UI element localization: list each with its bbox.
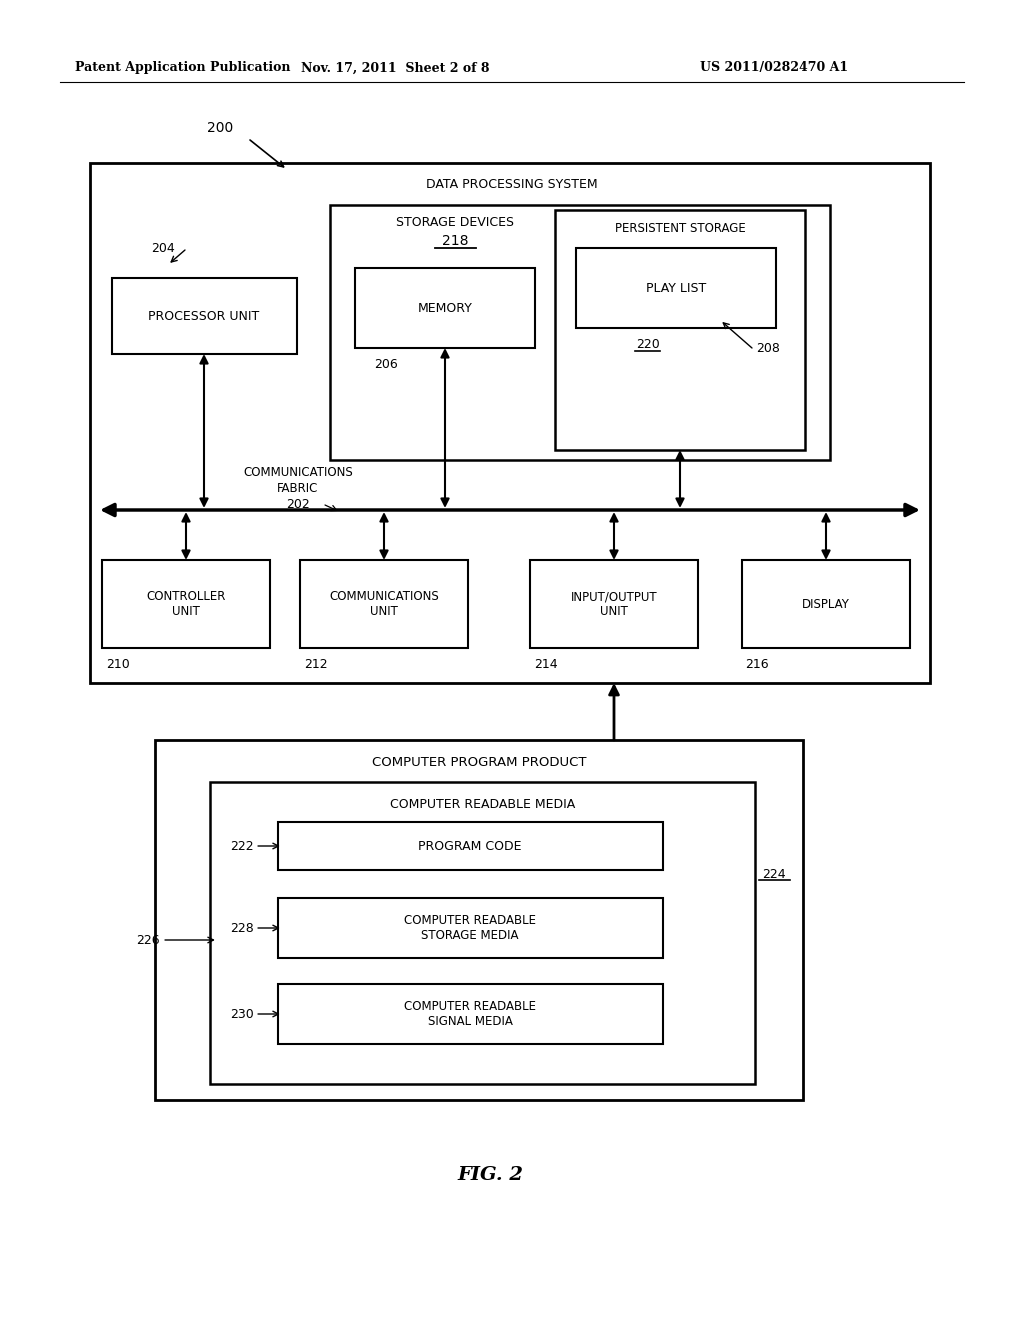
Text: COMPUTER READABLE
SIGNAL MEDIA: COMPUTER READABLE SIGNAL MEDIA <box>404 1001 536 1028</box>
Text: 230: 230 <box>230 1007 254 1020</box>
Text: PERSISTENT STORAGE: PERSISTENT STORAGE <box>614 222 745 235</box>
Text: 200: 200 <box>207 121 233 135</box>
Text: PROCESSOR UNIT: PROCESSOR UNIT <box>148 309 260 322</box>
Text: 222: 222 <box>230 840 254 853</box>
Text: STORAGE DEVICES: STORAGE DEVICES <box>396 216 514 230</box>
Text: COMMUNICATIONS: COMMUNICATIONS <box>243 466 353 479</box>
Bar <box>555 210 805 450</box>
Text: DISPLAY: DISPLAY <box>802 598 850 610</box>
Text: 204: 204 <box>152 242 175 255</box>
Bar <box>112 279 297 354</box>
Text: PROGRAM CODE: PROGRAM CODE <box>418 840 522 853</box>
Bar <box>300 560 468 648</box>
Bar <box>575 248 776 327</box>
Bar <box>155 741 803 1100</box>
Text: 214: 214 <box>535 659 558 672</box>
Text: COMPUTER READABLE
STORAGE MEDIA: COMPUTER READABLE STORAGE MEDIA <box>404 913 536 942</box>
Text: 220: 220 <box>636 338 659 351</box>
Text: DATA PROCESSING SYSTEM: DATA PROCESSING SYSTEM <box>426 178 598 191</box>
Text: 226: 226 <box>136 933 160 946</box>
Text: 202: 202 <box>286 498 310 511</box>
Text: 218: 218 <box>441 234 468 248</box>
Bar <box>90 162 930 682</box>
Text: COMPUTER PROGRAM PRODUCT: COMPUTER PROGRAM PRODUCT <box>372 755 587 768</box>
Text: US 2011/0282470 A1: US 2011/0282470 A1 <box>700 62 848 74</box>
Text: 216: 216 <box>745 659 769 672</box>
Text: COMPUTER READABLE MEDIA: COMPUTER READABLE MEDIA <box>390 797 575 810</box>
Text: Patent Application Publication: Patent Application Publication <box>75 62 291 74</box>
Text: MEMORY: MEMORY <box>418 301 472 314</box>
Text: 212: 212 <box>304 659 328 672</box>
Text: FIG. 2: FIG. 2 <box>457 1166 523 1184</box>
Text: 224: 224 <box>762 869 785 882</box>
Text: 210: 210 <box>106 659 130 672</box>
Bar <box>530 560 698 648</box>
Text: 228: 228 <box>230 921 254 935</box>
Text: INPUT/OUTPUT
UNIT: INPUT/OUTPUT UNIT <box>570 590 657 618</box>
Bar <box>330 205 830 459</box>
Bar <box>355 268 535 348</box>
Bar <box>102 560 270 648</box>
Bar <box>210 781 755 1084</box>
Text: PLAY LIST: PLAY LIST <box>646 281 707 294</box>
Text: Nov. 17, 2011  Sheet 2 of 8: Nov. 17, 2011 Sheet 2 of 8 <box>301 62 489 74</box>
Bar <box>742 560 910 648</box>
Text: COMMUNICATIONS
UNIT: COMMUNICATIONS UNIT <box>329 590 439 618</box>
Text: FABRIC: FABRIC <box>278 482 318 495</box>
Bar <box>278 822 663 870</box>
Text: 208: 208 <box>756 342 780 355</box>
Bar <box>278 898 663 958</box>
Bar <box>278 983 663 1044</box>
Text: CONTROLLER
UNIT: CONTROLLER UNIT <box>146 590 225 618</box>
Text: 206: 206 <box>374 359 398 371</box>
